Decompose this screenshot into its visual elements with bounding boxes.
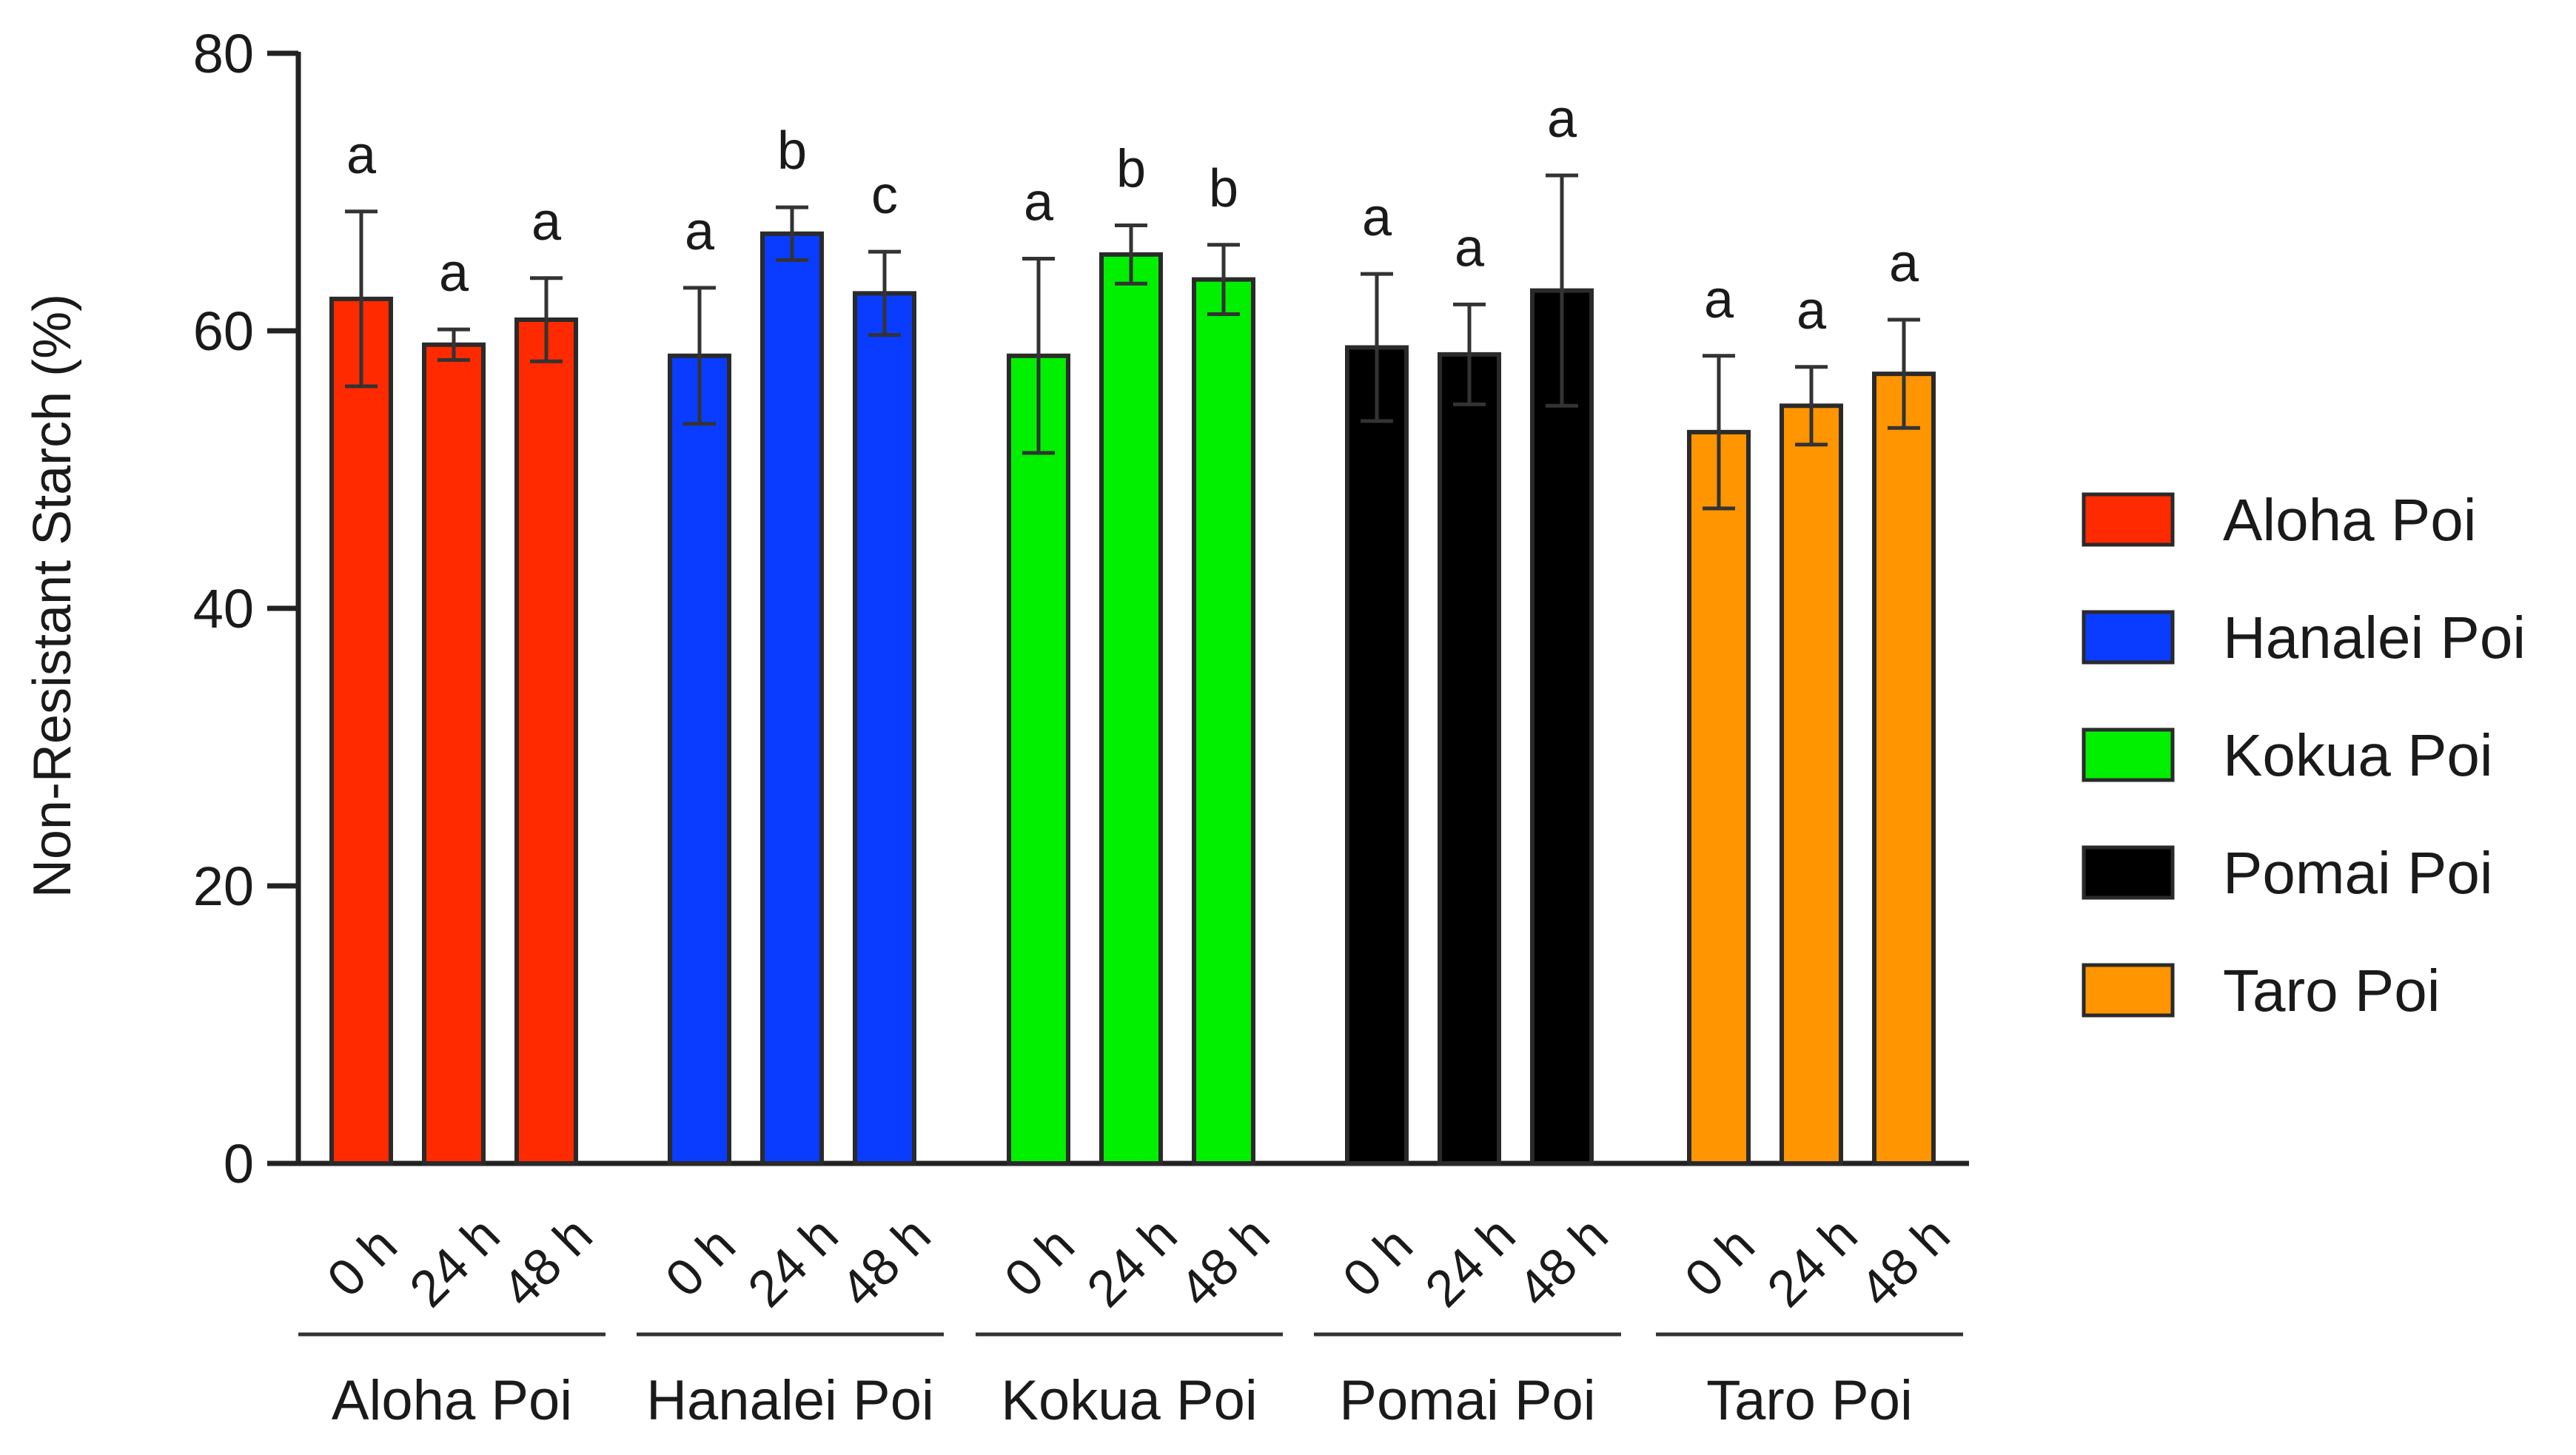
y-tick-label: 20: [193, 856, 254, 917]
significance-letter: b: [1209, 159, 1238, 218]
bar: [1192, 277, 1255, 1166]
legend-swatch: [2082, 963, 2175, 1018]
y-tick-label: 60: [193, 300, 254, 362]
x-tick-label: 48 h: [1168, 1206, 1280, 1317]
legend-swatch: [2082, 492, 2175, 547]
legend: Aloha Poi Hanalei Poi Kokua Poi Pomai Poi Ta…: [2082, 487, 2526, 1024]
significance-letter: b: [1116, 140, 1146, 199]
x-tick-label: 0 h: [993, 1216, 1085, 1308]
bar: [1872, 372, 1936, 1166]
group-label: Taro Poi: [1706, 1369, 1913, 1432]
plot-area: 0 20 40 60 80 a 0 h a 24 h a 48 h Aloha Poi a 0 h b 24 …: [193, 23, 1969, 1432]
x-tick-label: 24 h: [398, 1206, 510, 1317]
x-tick-label: 24 h: [1076, 1206, 1187, 1317]
x-tick-label: 0 h: [316, 1216, 408, 1308]
bar: [1007, 353, 1070, 1166]
significance-letter: a: [1362, 188, 1392, 247]
x-tick-label: 48 h: [829, 1206, 941, 1317]
legend-swatch: [2082, 845, 2175, 900]
significance-letter: a: [346, 126, 377, 185]
group-label: Pomai Poi: [1339, 1369, 1595, 1432]
group-label: Aloha Poi: [332, 1369, 572, 1432]
bar: [668, 353, 731, 1166]
x-tick-label: 0 h: [1332, 1216, 1423, 1308]
y-axis-label: Non-Resistant Starch (%): [23, 294, 82, 898]
significance-letter: a: [1024, 173, 1054, 232]
significance-letter: a: [1704, 270, 1734, 329]
legend-label: Taro Poi: [2223, 958, 2440, 1024]
significance-letter: a: [1455, 218, 1485, 278]
bar: [422, 342, 486, 1166]
significance-letter: b: [777, 121, 807, 181]
bar: [1780, 403, 1843, 1166]
x-tick-label: 48 h: [1506, 1206, 1618, 1317]
significance-letter: a: [531, 192, 562, 252]
bar: [1687, 429, 1751, 1166]
x-tick-label: 0 h: [1674, 1216, 1765, 1308]
significance-letter: a: [685, 202, 715, 261]
x-tick-label: 48 h: [491, 1206, 603, 1317]
bar: [1345, 345, 1409, 1166]
y-tick-label: 40: [193, 578, 254, 639]
x-tick-label: 48 h: [1848, 1206, 1960, 1317]
x-tick-label: 24 h: [1756, 1206, 1868, 1317]
group-label: Hanalei Poi: [646, 1369, 934, 1432]
significance-letter: a: [1889, 234, 1919, 293]
significance-letter: c: [871, 166, 898, 225]
significance-letter: a: [439, 243, 469, 303]
bar: [514, 317, 578, 1166]
significance-letter: a: [1797, 281, 1827, 340]
y-tick-label: 0: [224, 1133, 254, 1194]
legend-swatch: [2082, 610, 2175, 665]
bar: [1530, 288, 1594, 1166]
legend-label: Aloha Poi: [2223, 487, 2476, 553]
significance-letter: a: [1547, 90, 1577, 149]
bar: [760, 231, 824, 1166]
legend-label: Pomai Poi: [2223, 840, 2493, 906]
legend-label: Kokua Poi: [2223, 722, 2493, 788]
x-tick-label: 0 h: [654, 1216, 746, 1308]
bar: [853, 291, 916, 1166]
legend-swatch: [2082, 728, 2175, 782]
y-tick-label: 80: [193, 23, 254, 84]
bar: [1099, 252, 1163, 1166]
x-tick-label: 24 h: [1414, 1206, 1526, 1317]
x-tick-label: 24 h: [737, 1206, 848, 1317]
legend-label: Hanalei Poi: [2223, 605, 2526, 671]
bar: [329, 296, 393, 1166]
bar: [1438, 352, 1501, 1166]
group-label: Kokua Poi: [1001, 1369, 1257, 1432]
